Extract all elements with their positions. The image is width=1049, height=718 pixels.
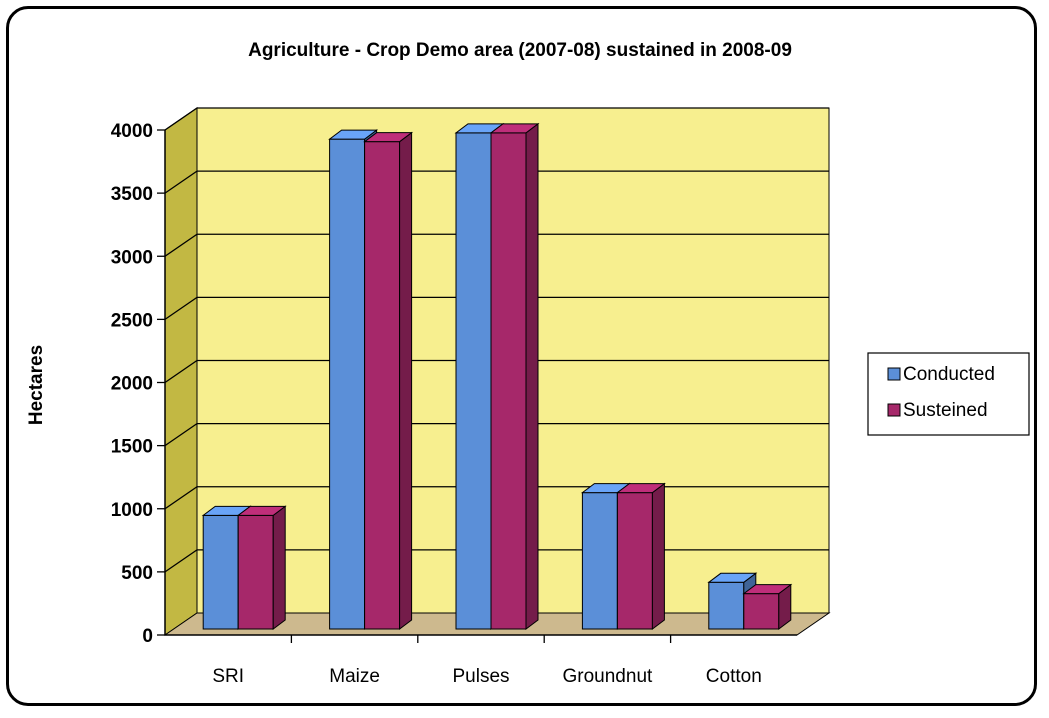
x-tick-label: Maize (329, 666, 380, 687)
bar-susteined-maize (363, 131, 414, 630)
bar-top (363, 132, 414, 143)
x-tick-label: Cotton (706, 666, 762, 687)
bar-top (489, 123, 540, 134)
x-tick-label: Pulses (452, 666, 509, 687)
bar-top (742, 584, 793, 595)
y-tick-label: 4000 (111, 121, 153, 142)
y-tick-label: 3000 (111, 247, 153, 268)
bar-susteined-pulses (489, 122, 540, 630)
bar-front (708, 581, 745, 630)
bar-susteined-groundnut (615, 482, 666, 630)
y-tick-label: 1500 (111, 437, 153, 458)
bar-front (581, 492, 618, 630)
y-tick-label: 2000 (111, 374, 153, 395)
bar-side (651, 482, 665, 630)
legend: Conducted Susteined (867, 352, 1030, 436)
x-tick-label: Groundnut (563, 666, 654, 687)
bar-front (490, 132, 527, 630)
x-tick-label: SRI (212, 666, 244, 687)
bar-top (707, 572, 758, 583)
bar-front (364, 141, 401, 630)
legend-swatch-susteined (887, 403, 901, 417)
bar-front (616, 492, 653, 630)
gridline (164, 170, 829, 194)
bar-top (615, 483, 666, 494)
bar-side (399, 131, 413, 630)
legend-swatch-conducted (887, 367, 901, 381)
y-tick-label: 0 (142, 626, 153, 647)
gridline (164, 233, 829, 257)
gridline (164, 422, 829, 447)
bar-front (329, 138, 366, 630)
bar-susteined-cotton (742, 583, 793, 630)
bar-front (202, 514, 239, 630)
y-tick-label: 2500 (111, 310, 153, 331)
plot-area: 0 500 1000 1500 2000 2500 3000 3500 4000 SRI Maize… (111, 107, 831, 687)
bar-top (328, 129, 379, 140)
bar-front (237, 514, 274, 630)
legend-label-conducted: Conducted (903, 364, 995, 385)
y-axis-label: Hectares (26, 345, 47, 425)
y-tick-label: 1000 (111, 500, 153, 521)
gridline (164, 296, 829, 320)
bar-front (455, 132, 492, 630)
chart-title: Agriculture - Crop Demo area (2007-08) s… (248, 40, 792, 61)
bar-side (525, 122, 539, 630)
y-tick-label: 3500 (111, 184, 153, 205)
bar-top (236, 505, 287, 516)
gridline (164, 359, 829, 384)
legend-box (867, 352, 1030, 436)
gridline (164, 107, 829, 131)
bar-susteined-sri (236, 505, 287, 630)
legend-label-susteined: Susteined (903, 400, 988, 421)
y-tick-label: 500 (121, 563, 153, 584)
bar-side (272, 505, 286, 630)
bar-front (743, 593, 780, 630)
